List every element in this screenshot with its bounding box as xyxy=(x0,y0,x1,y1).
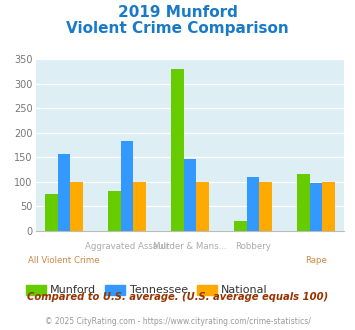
Bar xyxy=(121,141,133,231)
Text: Rape: Rape xyxy=(305,256,327,265)
Text: © 2025 CityRating.com - https://www.cityrating.com/crime-statistics/: © 2025 CityRating.com - https://www.city… xyxy=(45,317,310,326)
Legend: Munford, Tennessee, National: Munford, Tennessee, National xyxy=(26,284,268,295)
Bar xyxy=(133,182,146,231)
Text: Murder & Mans...: Murder & Mans... xyxy=(153,242,227,251)
Bar xyxy=(234,221,247,231)
Bar xyxy=(247,177,259,231)
Bar xyxy=(58,154,70,231)
Bar xyxy=(297,174,310,231)
Bar xyxy=(196,182,209,231)
Text: Aggravated Assault: Aggravated Assault xyxy=(85,242,169,251)
Bar xyxy=(45,194,58,231)
Text: Violent Crime Comparison: Violent Crime Comparison xyxy=(66,21,289,36)
Bar xyxy=(70,182,83,231)
Bar xyxy=(322,182,335,231)
Text: 2019 Munford: 2019 Munford xyxy=(118,5,237,20)
Text: Compared to U.S. average. (U.S. average equals 100): Compared to U.S. average. (U.S. average … xyxy=(27,292,328,302)
Bar xyxy=(108,191,121,231)
Bar xyxy=(171,69,184,231)
Text: Robbery: Robbery xyxy=(235,242,271,251)
Bar xyxy=(259,182,272,231)
Bar xyxy=(184,159,196,231)
Bar xyxy=(310,183,322,231)
Text: All Violent Crime: All Violent Crime xyxy=(28,256,100,265)
